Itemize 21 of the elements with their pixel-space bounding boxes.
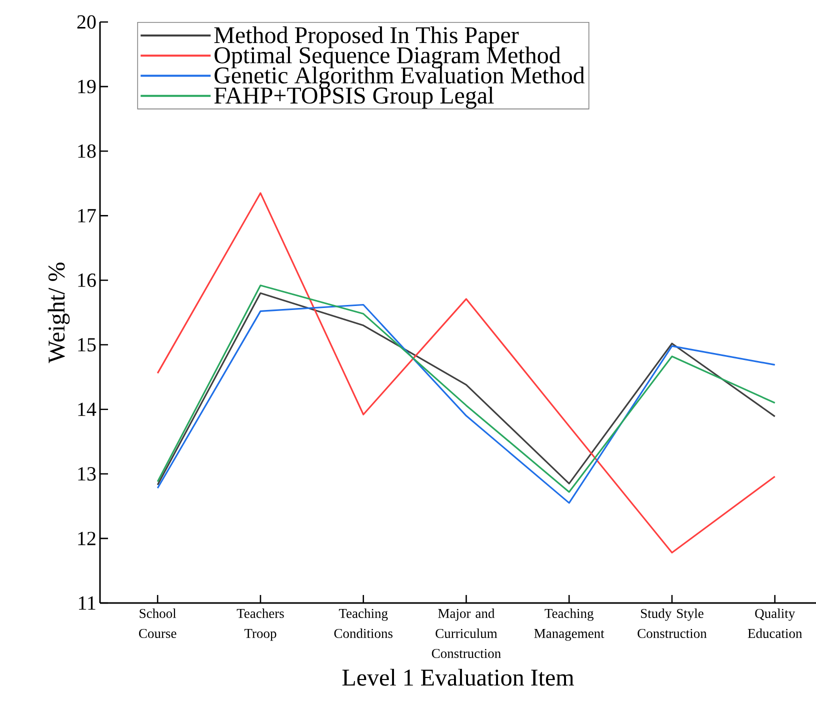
y-tick-label: 18 (78, 144, 96, 158)
x-tick-label: Major and Curriculum Construction (432, 608, 501, 658)
x-tick-label: Teachers Troop (236, 608, 284, 641)
y-tick-label: 15 (78, 338, 96, 352)
y-tick-label: 17 (78, 209, 96, 222)
y-tick-label: 11 (78, 596, 96, 610)
x-tick-label: Teaching Conditions (334, 608, 393, 638)
x-tick-label: Quality Education (748, 608, 802, 638)
y-tick-label: 19 (78, 80, 96, 94)
y-tick-label: 13 (78, 467, 96, 481)
legend-label: FAHP+TOPSIS Group Legal (214, 86, 494, 109)
line-series (156, 192, 776, 554)
y-tick-label: 12 (78, 532, 96, 546)
x-tick-label: School Course (139, 608, 176, 638)
x-tick-label: Study Style Construction (638, 608, 707, 638)
y-tick-label: 20 (77, 15, 96, 29)
y-tick-label: 16 (78, 274, 96, 287)
y-axis-title: Weight/ % (48, 262, 70, 364)
x-tick-label: Teaching Management (534, 608, 604, 641)
y-tick-label: 14 (78, 402, 96, 416)
x-axis-title: Level 1 Evaluation Item (342, 668, 574, 686)
